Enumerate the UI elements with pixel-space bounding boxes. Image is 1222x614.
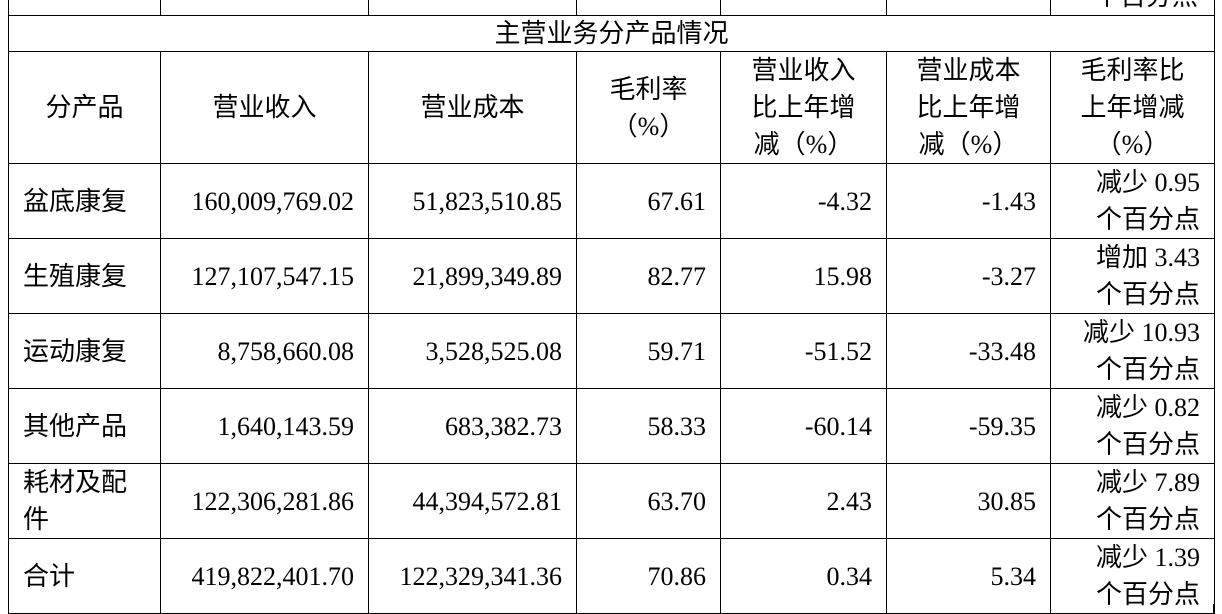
cell-line: 个百分点 — [1095, 430, 1200, 459]
cell-line: 个百分点 — [1095, 205, 1200, 234]
cell-line: 其他产品 — [23, 411, 128, 441]
value-cell: 减少 0.82 个百分点 — [1050, 388, 1215, 464]
value-cell: 67.61 — [576, 163, 721, 239]
cell-line: 比上年增 — [751, 93, 856, 122]
value-cell: 增加 3.43 个百分点 — [1050, 238, 1215, 314]
cell-line: 毛利率比 — [1080, 56, 1185, 85]
title-row: 主营业务分产品情况 — [8, 15, 1215, 52]
header-cell: 营业成本比上年增减（%） — [886, 51, 1051, 164]
cell-line: 个百分点 — [1095, 505, 1200, 534]
header-cell: 毛利率比上年增减 （%） — [1050, 51, 1215, 164]
value-cell: 419,822,401.70 — [160, 538, 369, 614]
data-row: 生殖康复 127,107,547.15 21,899,349.89 82.77 15.9… — [8, 238, 1215, 314]
cell-line: 毛利率 — [609, 74, 688, 104]
table-title: 主营业务分产品情况 — [8, 15, 1215, 52]
value-cell: 减少 7.89 个百分点 — [1050, 463, 1215, 539]
value-cell: 122,329,341.36 — [368, 538, 577, 614]
value-cell: -59.35 — [886, 388, 1051, 464]
cell-line: 减少 0.95 — [1095, 168, 1200, 197]
value-cell: 63.70 — [576, 463, 721, 539]
cell-line: 减（%） — [753, 130, 854, 159]
header-row: 分产品 营业收入 营业成本 毛利率 （%） 营业收入 比上年增 减（%） 营业成本 比上年增 减（%… — [8, 51, 1215, 164]
value-cell: 30.85 — [886, 463, 1051, 539]
value-cell: 59.71 — [576, 313, 721, 389]
cell-line: 减少 1.39 — [1095, 543, 1200, 572]
cell-line: 个百分点 — [1095, 280, 1200, 309]
value-cell: 82.77 — [576, 238, 721, 314]
data-row: 运动康复 8,758,660.08 3,528,525.08 59.71 -51.52-… — [8, 313, 1215, 389]
header-cell: 营业成本 — [368, 51, 577, 164]
value-cell: 58.33 — [576, 388, 721, 464]
data-row: 其他产品 1,640,143.59 683,382.73 58.33 -60.14 -59… — [8, 388, 1215, 464]
value-cell: 44,394,572.81 — [368, 463, 577, 539]
header-cell: 营业收入 — [160, 51, 369, 164]
value-cell: 127,107,547.15 — [160, 238, 369, 314]
cell-line: 个百分点 — [1095, 355, 1200, 384]
value-cell: 70.86 — [576, 538, 721, 614]
product-cell: 合计 — [8, 538, 161, 614]
header-cell: 分产品 — [8, 51, 161, 164]
value-cell: 2.43 — [720, 463, 887, 539]
value-cell: 5.34 — [886, 538, 1051, 614]
cell-line: 减少 7.89 — [1095, 468, 1200, 497]
cell-line: 生殖康复 — [23, 261, 128, 291]
value-cell: -33.48 — [886, 313, 1051, 389]
value-cell: -4.32 — [720, 163, 887, 239]
cell-line: 比上年增 — [916, 93, 1021, 122]
fragment-row: 个百分点 — [8, 0, 1215, 16]
value-cell: 21,899,349.89 — [368, 238, 577, 314]
value-cell: -3.27 — [886, 238, 1051, 314]
data-row: 合计 419,822,401.70 122,329,341.36 70.86 0.34 5… — [8, 538, 1215, 614]
cell-line: 营业收入 — [212, 93, 317, 122]
value-cell: 122,306,281.86 — [160, 463, 369, 539]
cell-line: 营业成本 — [916, 56, 1021, 85]
value-cell: 0.34 — [720, 538, 887, 614]
cell-line: 分产品 — [45, 93, 124, 122]
value-cell: 8,758,660.08 — [160, 313, 369, 389]
value-cell: -60.14 — [720, 388, 887, 464]
cell-line: 营业收入 — [751, 56, 856, 85]
data-row: 盆底康复 160,009,769.02 51,823,510.85 67.61 -4.3… — [8, 163, 1215, 239]
cell-line: 盆底康复 — [23, 186, 128, 216]
next-row-edge — [8, 604, 1214, 614]
cell-line: 减少 0.82 — [1095, 393, 1200, 422]
cell-line: 个百分点 — [1095, 580, 1200, 609]
product-cell: 其他产品 — [8, 388, 161, 464]
value-cell: 15.98 — [720, 238, 887, 314]
product-cell: 生殖康复 — [8, 238, 161, 314]
product-table: 个百分点 主营业务分产品情况 分产品营业收入营业成本毛利率（%）营业收入比上年增… — [8, 0, 1215, 614]
cell-line: 耗材及配 — [23, 468, 128, 497]
product-cell: 运动康复 — [8, 313, 161, 389]
value-cell: -1.43 — [886, 163, 1051, 239]
product-cell: 耗材及配件 — [8, 463, 161, 539]
value-cell: 1,640,143.59 — [160, 388, 369, 464]
product-cell: 盆底康复 — [8, 163, 161, 239]
value-cell: 160,009,769.02 — [160, 163, 369, 239]
cell-line: 减少 10.93 — [1082, 318, 1200, 347]
cell-line: 件 — [23, 505, 50, 534]
cell-line: 运动康复 — [23, 336, 128, 366]
header-cell: 营业收入比上年增减（%） — [720, 51, 887, 164]
value-cell: 683,382.73 — [368, 388, 577, 464]
value-cell: 减少 1.39 个百分点 — [1050, 538, 1215, 614]
cell-line: 营业成本 — [420, 93, 525, 122]
value-cell: 3,528,525.08 — [368, 313, 577, 389]
cell-line: 增加 3.43 — [1095, 243, 1200, 272]
cell-line: （%） — [1095, 130, 1170, 159]
cell-line: 减（%） — [918, 130, 1019, 159]
cell-line: 上年增减 — [1080, 93, 1185, 122]
data-row: 耗材及配件 122,306,281.86 44,394,572.81 63.70 2.4… — [8, 463, 1215, 539]
value-cell: 减少 10.93 个百分点 — [1050, 313, 1215, 389]
cell-line: （%） — [611, 111, 686, 141]
fragment-text: 个百分点 — [1052, 1, 1214, 15]
cell-line: 合计 — [23, 561, 76, 591]
header-cell: 毛利率 （%） — [576, 51, 721, 164]
value-cell: -51.52 — [720, 313, 887, 389]
value-cell: 51,823,510.85 — [368, 163, 577, 239]
value-cell: 减少 0.95 个百分点 — [1050, 163, 1215, 239]
